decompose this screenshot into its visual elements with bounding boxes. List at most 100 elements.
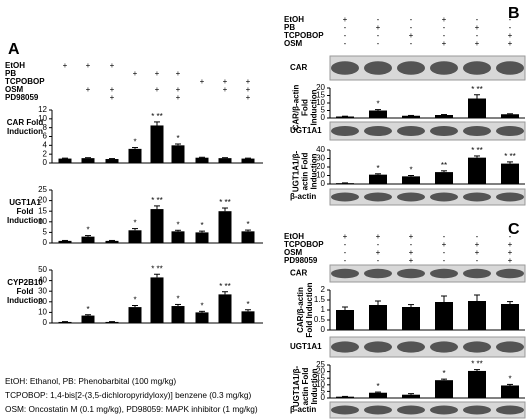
bar — [501, 385, 519, 398]
y-axis-label: CYP2B10 Fold Induction — [7, 278, 43, 305]
bar — [128, 148, 142, 163]
treatment-sign: + — [409, 232, 414, 241]
bar — [336, 310, 354, 330]
treatment-sign: - — [443, 23, 446, 32]
y-tick-label: 20 — [316, 162, 325, 171]
y-tick-label: 2 — [321, 285, 326, 294]
treatment-name: EtOH — [284, 232, 304, 241]
y-tick-label: 1.5 — [314, 295, 326, 304]
blot-band — [364, 405, 392, 415]
panel-label: C — [508, 221, 520, 238]
treatment-sign: + — [223, 77, 228, 86]
bar — [171, 306, 185, 323]
treatment-sign: - — [476, 232, 479, 241]
y-tick-label: 50 — [38, 265, 47, 274]
blot — [329, 55, 526, 81]
significance-label: * — [86, 226, 89, 235]
bar — [369, 305, 387, 330]
bar — [58, 158, 72, 163]
bar — [369, 110, 387, 118]
blot-band — [463, 405, 491, 415]
bar — [501, 114, 519, 118]
treatment-sign: + — [442, 39, 447, 48]
bar — [218, 211, 232, 243]
bar — [128, 307, 142, 323]
blot-band — [430, 125, 458, 137]
blot — [329, 121, 526, 141]
treatment-sign: + — [155, 85, 160, 94]
significance-label: * — [409, 166, 412, 175]
y-tick-label: 2 — [43, 149, 48, 158]
treatment-sign: - — [443, 256, 446, 265]
bar — [195, 312, 209, 323]
blot-label: CAR — [290, 63, 308, 72]
treatment-sign: - — [476, 256, 479, 265]
y-tick-label: 10 — [38, 308, 47, 317]
treatment-sign: - — [509, 15, 512, 24]
treatment-sign: + — [155, 69, 160, 78]
bar — [435, 302, 453, 330]
y-tick-label: 5 — [43, 228, 48, 237]
blot — [329, 264, 526, 283]
bar — [468, 370, 486, 398]
blot-band — [496, 192, 524, 202]
significance-label: * — [246, 300, 249, 309]
bar — [105, 321, 119, 323]
y-tick-label: 0 — [43, 158, 48, 167]
bar — [336, 116, 354, 118]
treatment-sign: - — [344, 240, 347, 249]
treatment-sign: - — [410, 240, 413, 249]
significance-label: * — [376, 164, 379, 173]
treatment-sign: + — [343, 232, 348, 241]
significance-label: * — [133, 296, 136, 305]
footnote: OSM: Oncostatin M (0.1 mg/kg), PD98059: … — [5, 404, 258, 414]
treatment-sign: - — [443, 248, 446, 257]
blot-band — [364, 192, 392, 202]
blot-band — [397, 125, 425, 137]
y-tick-label: 1 — [321, 305, 326, 314]
treatment-sign: + — [508, 31, 513, 40]
significance-label: * ** — [471, 85, 483, 94]
treatment-sign: + — [475, 23, 480, 32]
bar — [468, 98, 486, 118]
treatment-sign: + — [475, 248, 480, 257]
blot-band — [364, 61, 392, 75]
panel-label: B — [508, 5, 520, 22]
significance-label: * — [176, 134, 179, 143]
bar — [435, 115, 453, 118]
treatment-sign: + — [343, 15, 348, 24]
significance-label: * ** — [471, 360, 483, 369]
treatment-sign: - — [509, 23, 512, 32]
y-tick-label: 0 — [321, 325, 326, 334]
treatment-sign: - — [344, 256, 347, 265]
y-tick-label: 20 — [38, 297, 47, 306]
y-tick-label: 25 — [316, 360, 325, 369]
bar — [369, 392, 387, 398]
blot-band — [397, 61, 425, 75]
blot-band — [430, 61, 458, 75]
blot-band — [463, 268, 491, 279]
bar — [81, 236, 95, 243]
treatment-name: OSM — [284, 39, 303, 48]
significance-label: * ** — [471, 146, 483, 155]
treatment-sign: - — [377, 240, 380, 249]
bar — [150, 209, 164, 243]
treatment-sign: - — [344, 23, 347, 32]
blot-band — [496, 61, 524, 75]
treatment-sign: - — [344, 248, 347, 257]
treatment-sign: + — [442, 240, 447, 249]
treatment-sign: + — [409, 256, 414, 265]
y-tick-label: 5 — [321, 387, 326, 396]
bar — [218, 294, 232, 323]
bar — [468, 157, 486, 184]
y-tick-label: 0.5 — [314, 315, 326, 324]
treatment-sign: + — [376, 23, 381, 32]
blot-band — [430, 268, 458, 279]
significance-label: * — [200, 221, 203, 230]
blot-band — [430, 405, 458, 415]
footnote: TCPOBOP: 1,4-bis[2-(3,5-dichloropyridylo… — [5, 390, 251, 400]
y-tick-label: 12 — [38, 105, 47, 114]
y-tick-label: 5 — [321, 106, 326, 115]
blot-band — [463, 341, 491, 353]
significance-label: * ** — [151, 196, 163, 205]
